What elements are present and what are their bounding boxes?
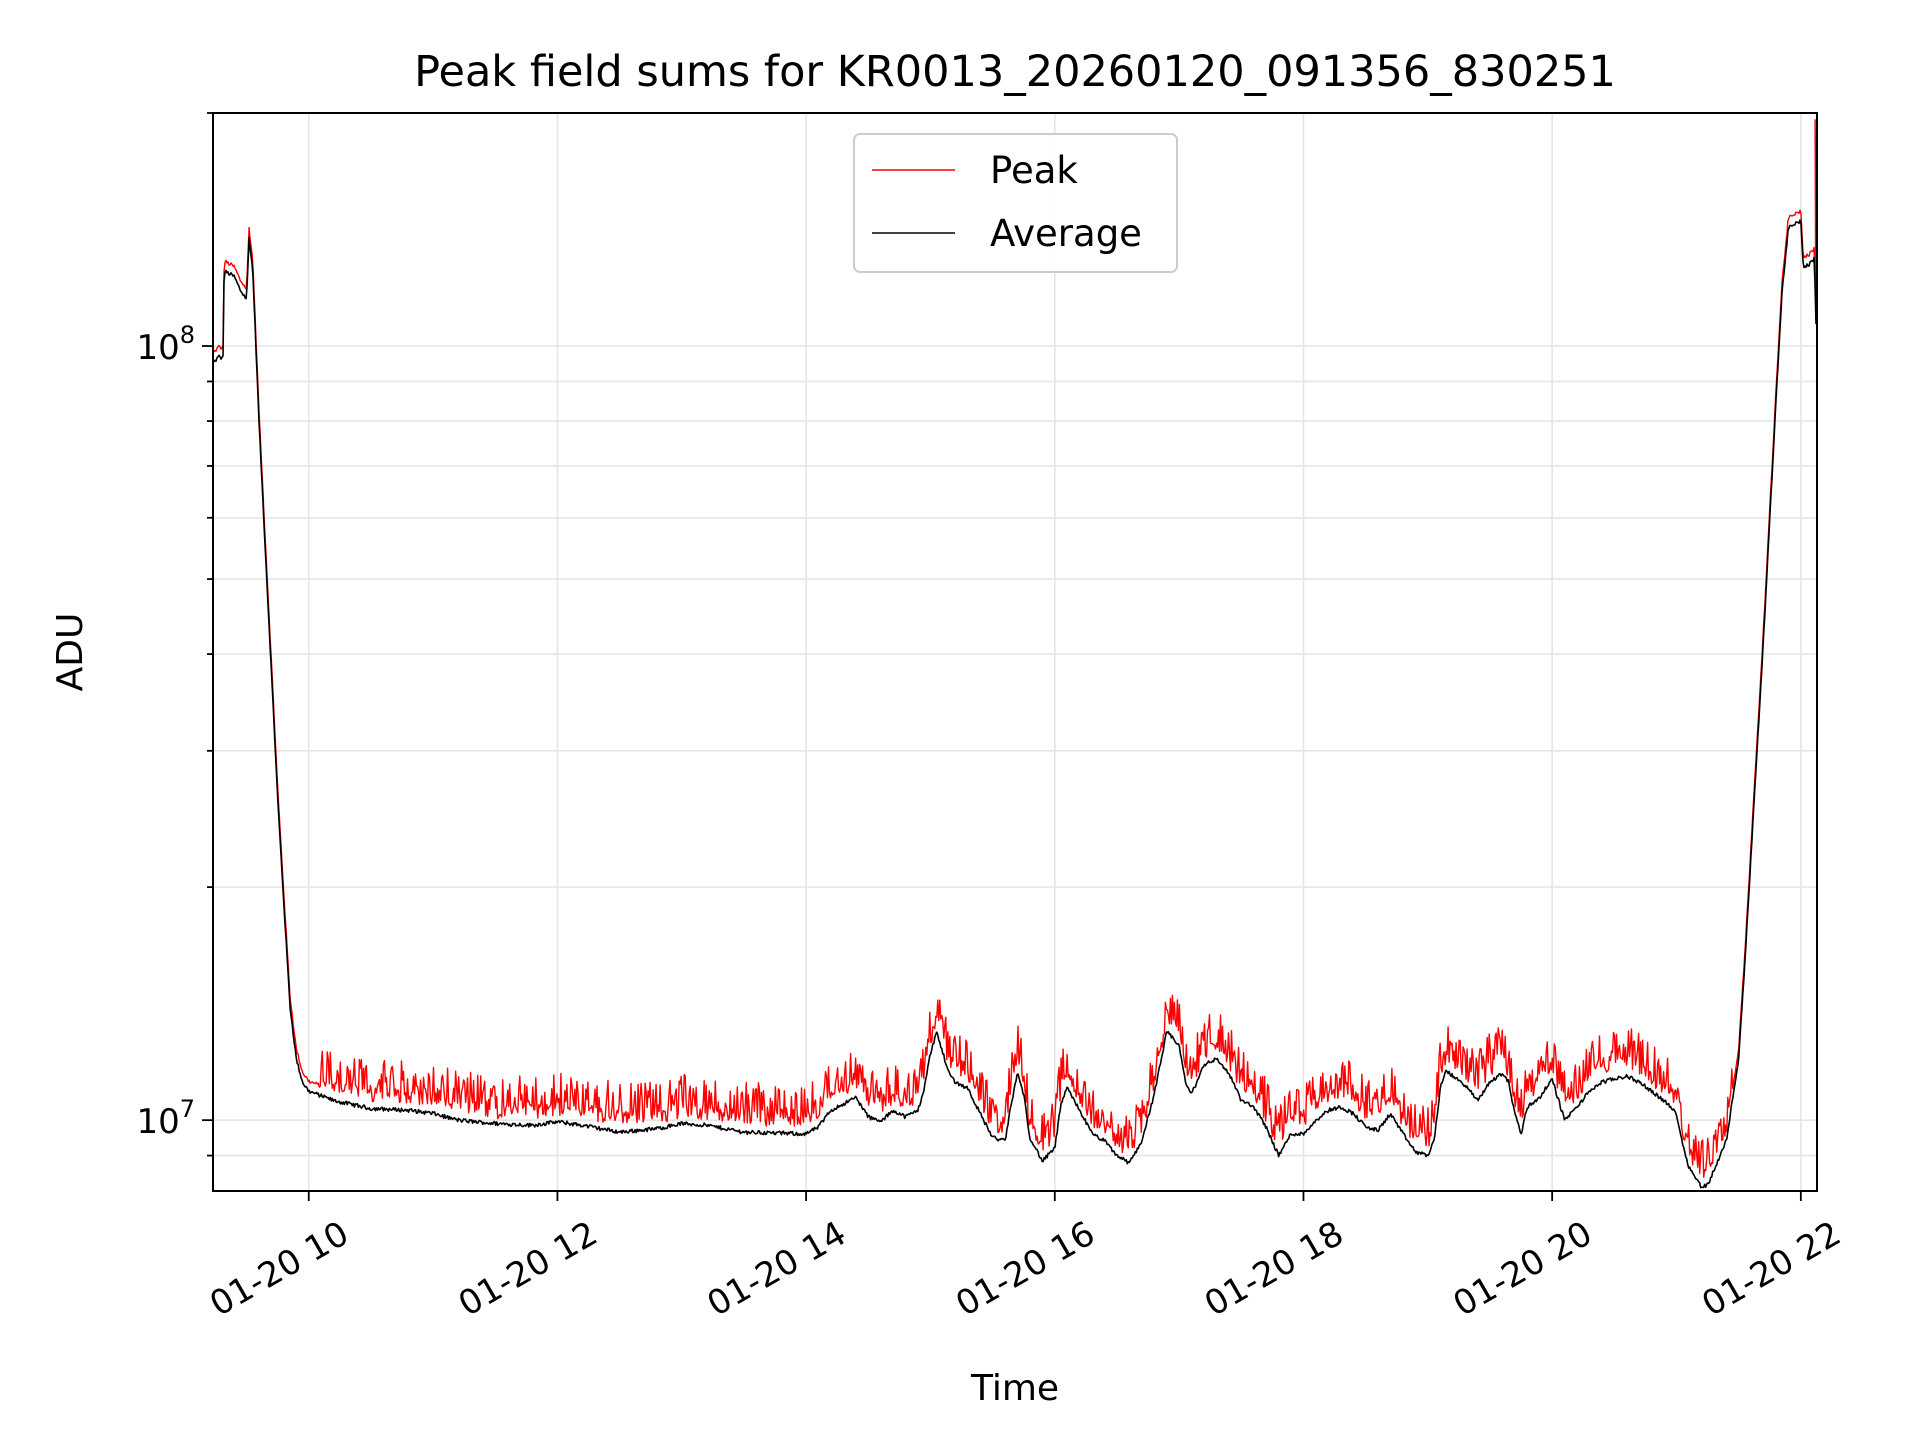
- legend-box: [853, 133, 1178, 273]
- legend-average-label: Average: [990, 212, 1142, 255]
- chart-title: Peak field sums for KR0013_20260120_0913…: [414, 47, 1616, 97]
- peak-series-line: [213, 119, 1817, 1178]
- y-tick-label: 108: [136, 321, 195, 368]
- y-axis-label: ADU: [50, 613, 91, 692]
- axes-frame: [212, 112, 1818, 1192]
- y-tick-label: 107: [136, 1095, 195, 1142]
- x-axis-label: Time: [970, 1368, 1059, 1409]
- plot-area: [213, 119, 1817, 1189]
- grid: [213, 112, 1817, 1191]
- legend-peak-label: Peak: [990, 149, 1078, 192]
- legend: Peak Average: [853, 133, 1178, 273]
- average-series-line: [213, 219, 1817, 1189]
